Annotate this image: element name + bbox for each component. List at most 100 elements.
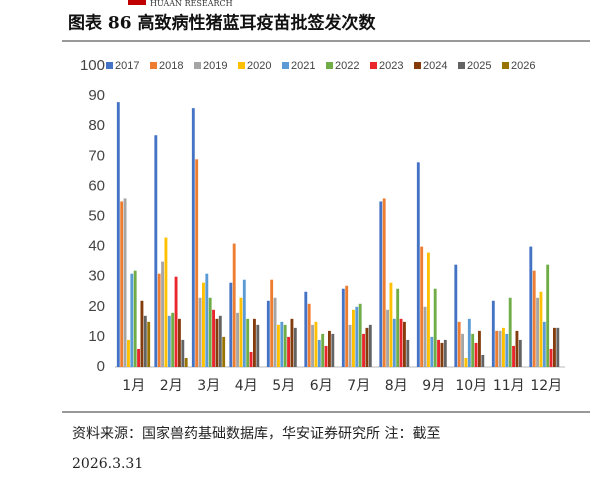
bar — [382, 198, 386, 367]
bar — [140, 300, 144, 367]
legend-label: 2020 — [247, 60, 271, 72]
x-tick-label: 9月 — [422, 378, 445, 394]
bar — [191, 108, 195, 367]
x-tick-label: 11月 — [493, 378, 525, 394]
bar — [396, 288, 400, 367]
bar — [392, 318, 396, 367]
bar — [518, 339, 522, 367]
bar — [427, 252, 430, 367]
bar — [474, 342, 478, 367]
bar — [290, 318, 294, 367]
bar — [546, 264, 550, 367]
bar — [157, 273, 161, 367]
bar — [348, 324, 352, 367]
bar — [202, 282, 205, 367]
bar — [311, 324, 314, 367]
bar — [198, 297, 202, 367]
x-tick-label: 5月 — [272, 378, 295, 394]
bar — [205, 273, 209, 367]
bar — [215, 318, 219, 367]
bar — [536, 297, 539, 367]
bar — [167, 315, 171, 367]
legend-label: 2024 — [423, 60, 447, 72]
bar — [502, 327, 505, 367]
bar — [389, 282, 393, 367]
bar — [481, 354, 485, 367]
source-note: 资料来源：国家兽药基础数据库，华安证券研究所 注：截至 — [72, 425, 440, 442]
bar — [498, 330, 502, 367]
bar — [379, 201, 383, 367]
bar — [280, 321, 284, 367]
bar — [184, 357, 188, 367]
bar — [420, 246, 424, 367]
bar — [246, 318, 250, 367]
legend-swatch — [370, 62, 377, 69]
bar — [478, 330, 481, 367]
x-tick-label: 4月 — [235, 378, 258, 394]
bar — [549, 348, 553, 367]
y-tick-label: 0 — [97, 358, 105, 375]
bar — [542, 321, 546, 367]
bar — [116, 102, 120, 368]
legend-label: 2021 — [291, 60, 315, 72]
bar — [208, 297, 212, 367]
bar — [287, 336, 290, 367]
legend-label: 2026 — [511, 60, 535, 72]
bar — [277, 324, 280, 367]
bar — [512, 345, 515, 367]
bar — [229, 282, 233, 367]
bar — [433, 288, 437, 367]
bar — [283, 324, 287, 367]
x-tick-label: 7月 — [347, 378, 370, 394]
x-tick-label: 12月 — [530, 378, 562, 394]
bar — [423, 306, 427, 367]
bar — [236, 312, 239, 367]
bar — [508, 297, 512, 367]
legend-label: 2017 — [115, 60, 139, 72]
bar — [270, 279, 274, 367]
bar — [345, 285, 349, 367]
legend-swatch — [194, 62, 201, 69]
bar — [430, 336, 434, 367]
bar — [461, 333, 464, 367]
bar — [464, 357, 468, 367]
bar — [137, 348, 140, 367]
legend-swatch — [458, 62, 465, 69]
bar — [416, 162, 420, 367]
bar — [307, 303, 311, 367]
bar — [123, 198, 127, 367]
bar — [328, 330, 331, 367]
y-tick-label: 10 — [88, 328, 105, 345]
bar — [164, 237, 168, 367]
y-tick-label: 90 — [88, 87, 105, 104]
bar — [321, 333, 325, 367]
bar — [127, 339, 130, 367]
bar — [471, 333, 475, 367]
bar — [130, 273, 134, 367]
bar — [515, 330, 519, 367]
source-date: 2026.3.31 — [72, 456, 143, 472]
bar — [341, 288, 345, 367]
bar — [553, 327, 556, 367]
x-tick-label: 6月 — [310, 378, 333, 394]
legend-swatch — [502, 62, 509, 69]
bar — [253, 318, 256, 367]
bar — [212, 309, 215, 367]
bar — [178, 318, 181, 367]
bar — [273, 297, 277, 367]
bar — [440, 342, 444, 367]
brand: HUAAN RESEARCH — [150, 0, 233, 8]
bar — [249, 351, 253, 367]
bar — [161, 261, 164, 367]
x-tick-label: 8月 — [385, 378, 408, 394]
legend-swatch — [414, 62, 421, 69]
x-tick-label: 1月 — [122, 378, 145, 394]
bar — [331, 333, 335, 367]
bar — [352, 309, 355, 367]
y-tick-label: 40 — [88, 238, 105, 255]
bar — [495, 330, 499, 367]
legend-label: 2022 — [335, 60, 359, 72]
bar — [437, 339, 440, 367]
legend-swatch — [326, 62, 333, 69]
